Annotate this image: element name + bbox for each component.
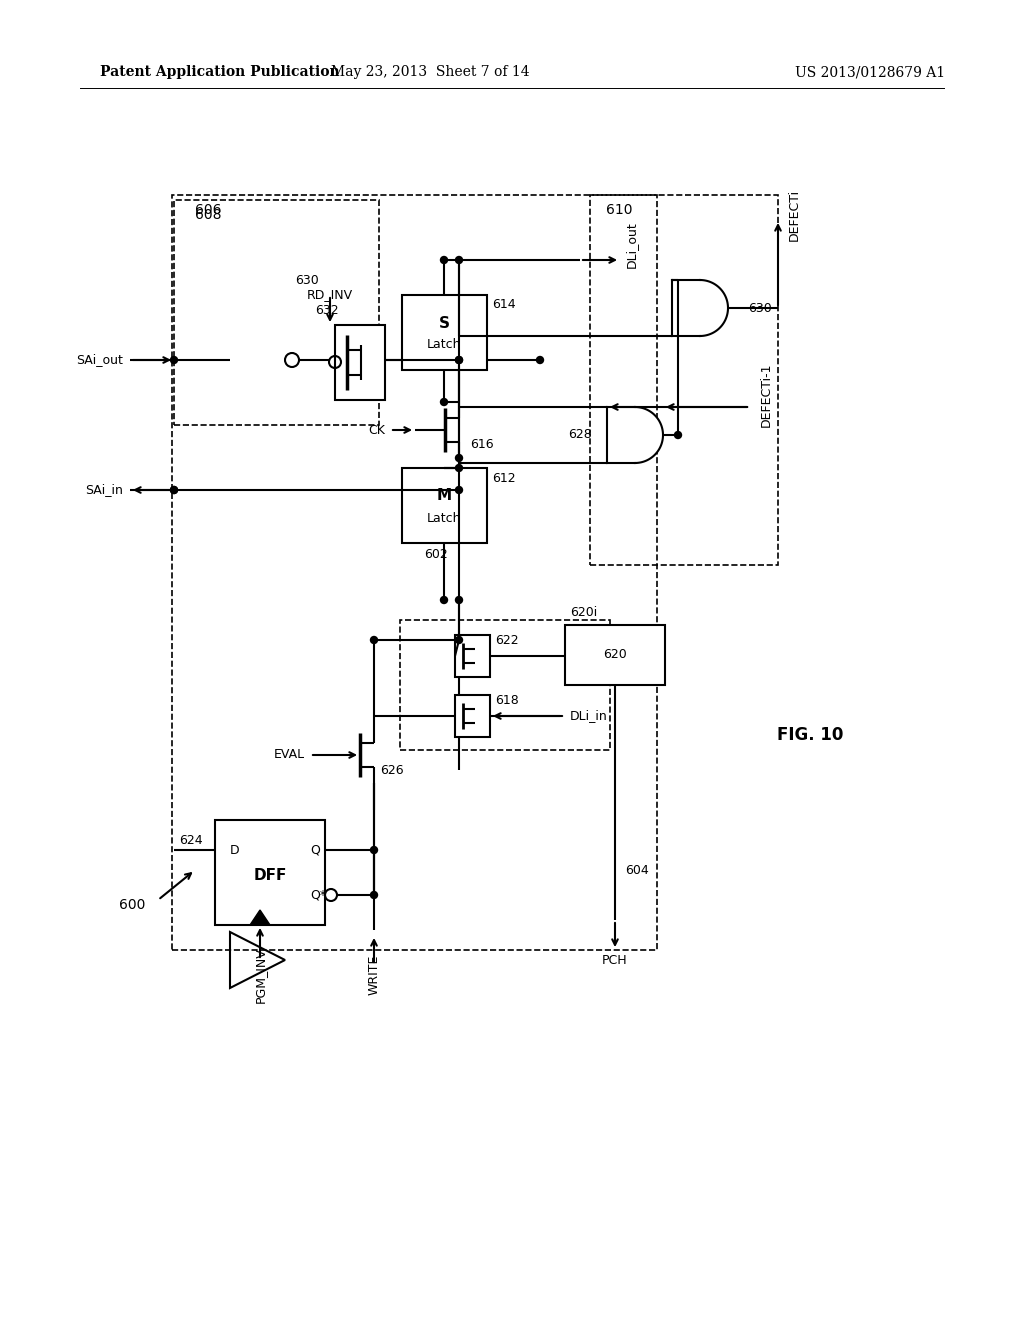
Text: 614: 614: [492, 298, 516, 312]
Text: 608: 608: [195, 209, 221, 222]
Circle shape: [537, 356, 544, 363]
Bar: [590, 195, 778, 565]
Text: 624: 624: [179, 833, 203, 846]
Bar: [215, 820, 325, 925]
Circle shape: [371, 636, 378, 644]
Text: Latch: Latch: [427, 338, 461, 351]
Circle shape: [371, 891, 378, 899]
Text: 618: 618: [495, 693, 519, 706]
Text: 616: 616: [470, 438, 494, 451]
Circle shape: [171, 487, 177, 494]
Circle shape: [456, 597, 463, 603]
Text: 602: 602: [424, 549, 447, 561]
Bar: [172, 195, 657, 950]
Text: 610: 610: [606, 203, 633, 216]
Text: 600: 600: [119, 898, 145, 912]
Text: US 2013/0128679 A1: US 2013/0128679 A1: [795, 65, 945, 79]
Bar: [455, 635, 490, 677]
Text: PCH: PCH: [602, 953, 628, 966]
Text: DEFECTi: DEFECTi: [788, 189, 801, 242]
Text: SAi_in: SAi_in: [85, 483, 123, 496]
Bar: [335, 325, 385, 400]
Text: RD_INV: RD_INV: [307, 289, 353, 301]
Text: S: S: [438, 315, 450, 330]
Text: 612: 612: [492, 471, 516, 484]
Text: May 23, 2013  Sheet 7 of 14: May 23, 2013 Sheet 7 of 14: [331, 65, 529, 79]
Bar: [400, 620, 610, 750]
Circle shape: [456, 356, 463, 363]
Text: 622: 622: [495, 634, 518, 647]
Circle shape: [440, 597, 447, 603]
Bar: [402, 294, 487, 370]
Circle shape: [456, 454, 463, 462]
Text: 620: 620: [603, 648, 627, 661]
Text: PGM_INV: PGM_INV: [254, 948, 266, 1003]
Circle shape: [456, 256, 463, 264]
Text: FIG. 10: FIG. 10: [777, 726, 843, 744]
Text: Latch: Latch: [427, 511, 461, 524]
Text: WRITE: WRITE: [368, 954, 381, 995]
Bar: [455, 696, 490, 737]
Text: 632: 632: [315, 304, 339, 317]
Text: Patent Application Publication: Patent Application Publication: [100, 65, 340, 79]
Bar: [565, 624, 665, 685]
Circle shape: [171, 487, 177, 494]
Text: 620i: 620i: [570, 606, 597, 619]
Text: SAi_out: SAi_out: [76, 354, 123, 367]
Circle shape: [456, 487, 463, 494]
Text: 606: 606: [195, 203, 221, 216]
Text: 630: 630: [748, 301, 772, 314]
Circle shape: [456, 356, 463, 363]
Text: 628: 628: [568, 429, 592, 441]
Polygon shape: [607, 407, 663, 463]
Circle shape: [456, 465, 463, 471]
Text: DFF: DFF: [253, 867, 287, 883]
Circle shape: [371, 846, 378, 854]
Text: 604: 604: [625, 863, 649, 876]
Text: CK: CK: [368, 424, 385, 437]
Text: DLi_in: DLi_in: [570, 710, 608, 722]
Bar: [402, 469, 487, 543]
Circle shape: [440, 256, 447, 264]
Text: M: M: [436, 488, 452, 503]
Polygon shape: [672, 280, 728, 337]
Text: EVAL: EVAL: [273, 748, 305, 762]
Text: 626: 626: [380, 763, 403, 776]
Bar: [174, 201, 379, 425]
Text: D: D: [230, 843, 240, 857]
Text: DLi_out: DLi_out: [625, 222, 638, 268]
Circle shape: [456, 636, 463, 644]
Text: Q: Q: [310, 843, 319, 857]
Polygon shape: [250, 909, 270, 925]
Text: DEFECTi-1: DEFECTi-1: [760, 363, 773, 428]
Circle shape: [171, 356, 177, 363]
Circle shape: [675, 432, 682, 438]
Text: Q*: Q*: [310, 888, 326, 902]
Circle shape: [440, 399, 447, 405]
Text: 630: 630: [295, 273, 318, 286]
